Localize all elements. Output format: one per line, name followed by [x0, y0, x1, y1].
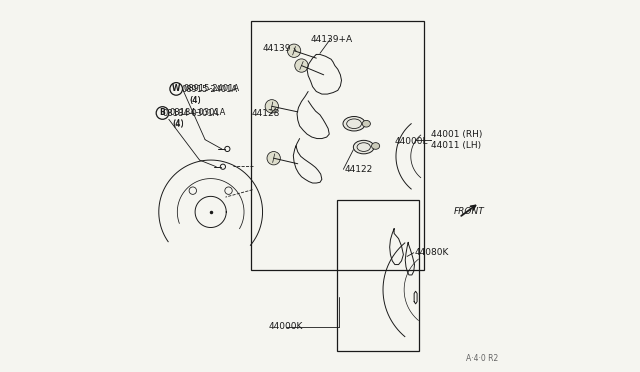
Text: 08184-0301A: 08184-0301A: [170, 109, 227, 118]
Text: (4): (4): [172, 119, 184, 128]
Ellipse shape: [362, 121, 371, 127]
Text: 44000K: 44000K: [268, 322, 303, 331]
Text: 44128: 44128: [252, 109, 280, 118]
Text: (4): (4): [189, 96, 202, 105]
Text: 44000L: 44000L: [394, 137, 428, 146]
Text: W: W: [172, 84, 180, 93]
Text: (4): (4): [189, 96, 202, 105]
Text: 44139: 44139: [262, 44, 291, 53]
Text: 44080K: 44080K: [415, 248, 449, 257]
Bar: [251, 21, 424, 270]
Text: 44122: 44122: [344, 165, 372, 174]
Ellipse shape: [371, 142, 380, 149]
Text: 08915-2401A: 08915-2401A: [181, 85, 237, 94]
Circle shape: [295, 59, 308, 72]
Circle shape: [267, 151, 280, 165]
Bar: [337, 200, 419, 351]
Circle shape: [287, 44, 301, 57]
Text: 08184-0301A: 08184-0301A: [163, 109, 219, 118]
Ellipse shape: [353, 140, 374, 154]
Text: B: B: [159, 109, 165, 118]
Ellipse shape: [343, 116, 365, 131]
Text: FRONT: FRONT: [454, 208, 485, 217]
Text: 44011 (LH): 44011 (LH): [431, 141, 481, 150]
Circle shape: [265, 100, 278, 113]
Text: A·4·0 R2: A·4·0 R2: [466, 354, 498, 363]
Text: 44001 (RH): 44001 (RH): [431, 129, 483, 139]
Text: 44139+A: 44139+A: [311, 35, 353, 44]
Text: (4): (4): [172, 121, 184, 129]
Text: 08915-2401A: 08915-2401A: [184, 84, 240, 93]
